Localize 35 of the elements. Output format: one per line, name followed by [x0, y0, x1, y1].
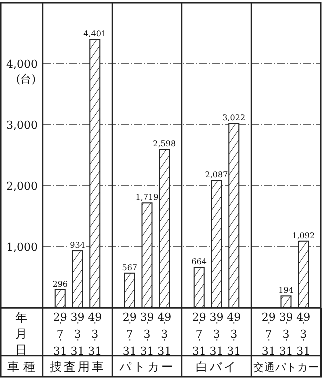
data-label: 3,022 — [222, 114, 246, 123]
ytick: 3,000 — [6, 119, 38, 132]
data-label: 664 — [192, 258, 208, 266]
x-tick: 39・3・31 — [210, 311, 224, 358]
ytick: 1,000 — [6, 241, 38, 254]
x-tick: 49・3・31 — [296, 311, 311, 358]
x-tick: 49・3・31 — [227, 311, 242, 358]
data-label: 2,087 — [205, 170, 228, 180]
row-header: 年 — [16, 311, 28, 325]
x-tick: 29・7・31 — [53, 311, 68, 358]
data-label: 567 — [122, 263, 138, 272]
ytick: 4,000 — [6, 58, 38, 71]
x-tick: 29・7・31 — [192, 311, 206, 358]
x-tick: 29・7・31 — [122, 311, 137, 358]
group-label: 交通パトカー — [253, 362, 320, 374]
data-label: 4,401 — [84, 30, 107, 39]
x-tick: 29・7・31 — [262, 311, 276, 358]
data-label: 1,719 — [136, 193, 159, 202]
row-header: 月 — [16, 327, 28, 341]
x-tick: 49・3・31 — [88, 311, 102, 358]
x-tick: 49・3・31 — [158, 311, 172, 358]
data-label: 194 — [278, 286, 294, 296]
ylabel: (台) — [16, 73, 36, 86]
x-tick: 39・3・31 — [140, 311, 154, 358]
data-label: 2,598 — [153, 140, 176, 149]
group-label: 捜査用車 — [50, 360, 106, 374]
data-label: 1,092 — [292, 231, 316, 240]
x-tick: 39・3・31 — [70, 311, 85, 358]
ytick: 2,000 — [6, 180, 38, 193]
data-label: 296 — [52, 280, 68, 289]
group-label: パトカー — [119, 360, 176, 374]
row-header: 車 種 — [8, 360, 36, 374]
x-tick: 39・3・31 — [279, 311, 294, 358]
row-header: 日 — [16, 343, 28, 357]
group-label: 白バイ — [196, 360, 238, 374]
